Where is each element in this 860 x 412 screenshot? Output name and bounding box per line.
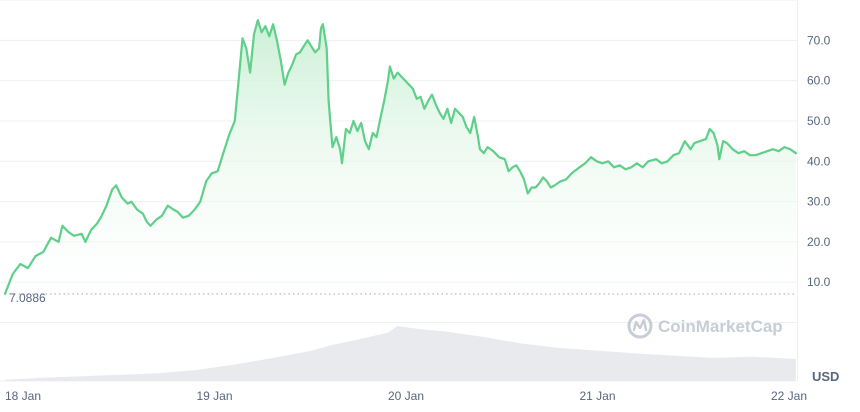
currency-label: USD [812, 369, 839, 384]
y-tick-label: 50.0 [807, 114, 831, 128]
baseline-value-label: 7.0886 [9, 291, 46, 305]
y-axis: 10.0 20.0 30.0 40.0 50.0 60.0 70.0 [807, 33, 831, 289]
price-line-path [3, 19, 797, 295]
x-tick-label: 19 Jan [197, 389, 233, 403]
y-tick-label: 10.0 [807, 275, 831, 289]
x-tick-label: 21 Jan [580, 389, 616, 403]
baseline: 7.0886 [5, 291, 797, 305]
y-tick-label: 70.0 [807, 33, 831, 47]
y-tick-label: 40.0 [807, 154, 831, 168]
coinmarketcap-logo-icon [627, 313, 653, 339]
price-area-path [5, 20, 796, 294]
y-tick-label: 30.0 [807, 195, 831, 209]
y-tick-label: 20.0 [807, 235, 831, 249]
y-tick-label: 60.0 [807, 74, 831, 88]
volume-area-path [5, 326, 796, 381]
x-tick-label: 20 Jan [388, 389, 424, 403]
watermark: CoinMarketCap [627, 313, 783, 339]
volume-area [5, 326, 796, 381]
x-axis: 18 Jan 19 Jan 20 Jan 21 Jan 22 Jan [5, 389, 807, 403]
watermark-text: CoinMarketCap [658, 317, 783, 336]
x-tick-label: 18 Jan [5, 389, 41, 403]
x-tick-label: 22 Jan [771, 389, 807, 403]
price-area [5, 20, 796, 294]
price-line [3, 19, 797, 295]
